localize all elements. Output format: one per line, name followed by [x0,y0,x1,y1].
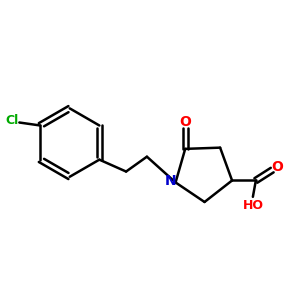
Text: HO: HO [242,199,263,212]
Text: O: O [179,115,191,128]
Text: Cl: Cl [5,114,19,127]
Text: N: N [164,174,176,188]
Text: O: O [272,160,284,174]
